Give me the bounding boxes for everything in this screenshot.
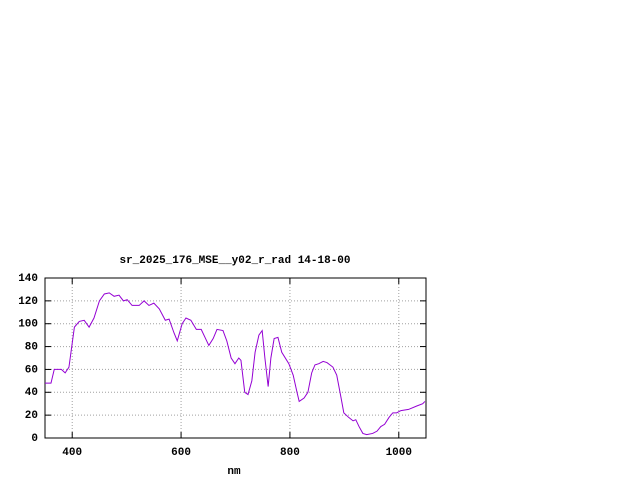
y-tick-label: 60 — [25, 364, 38, 376]
y-tick-label: 140 — [18, 273, 38, 285]
x-axis-label: nm — [227, 466, 241, 478]
x-tick-label: 600 — [171, 447, 191, 459]
y-tick-label: 40 — [25, 387, 38, 399]
chart-title: sr_2025_176_MSE__y02_r_rad 14-18-00 — [119, 255, 350, 267]
data-line — [45, 292, 426, 436]
y-tick-label: 100 — [18, 319, 38, 331]
x-tick-label: 400 — [62, 447, 82, 459]
y-tick-label: 80 — [25, 341, 38, 353]
plot-frame — [44, 277, 427, 439]
x-tick-label: 1000 — [386, 447, 412, 459]
y-tick-label: 0 — [31, 433, 38, 445]
y-tick-label: 120 — [18, 296, 38, 308]
y-tick-label: 20 — [25, 410, 38, 422]
x-tick-label: 800 — [280, 447, 300, 459]
